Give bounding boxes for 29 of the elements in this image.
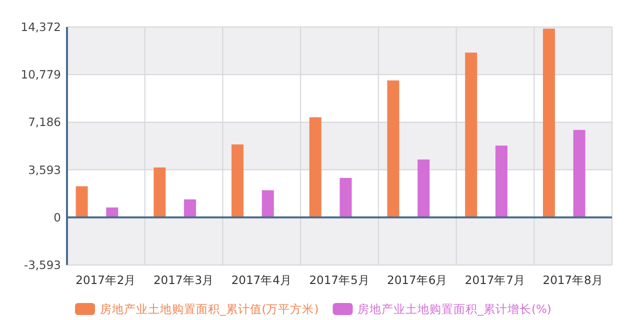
- bar: [184, 199, 196, 218]
- bar: [154, 167, 166, 218]
- x-tick-label: 2017年8月: [542, 273, 604, 287]
- bar: [106, 207, 118, 218]
- x-tick-label: 2017年4月: [231, 273, 292, 287]
- legend-label: 房地产业土地购置面积_累计增长(%): [358, 302, 552, 316]
- bar: [465, 52, 478, 218]
- bar: [340, 178, 352, 218]
- y-tick-label: 3,593: [28, 162, 61, 177]
- bar: [542, 28, 555, 218]
- x-tick-label: 2017年3月: [153, 273, 214, 287]
- x-tick-label: 2017年5月: [309, 273, 370, 287]
- bar: [495, 146, 508, 218]
- bar: [232, 144, 244, 218]
- y-tick-label: 10,779: [20, 68, 61, 82]
- bar: [262, 190, 274, 218]
- x-tick-label: 2017年2月: [76, 273, 136, 287]
- y-tick-label: 7,186: [28, 115, 61, 130]
- bar: [387, 80, 400, 218]
- y-tick-label: 0: [54, 210, 61, 224]
- y-tick-label: 14,372: [20, 20, 61, 34]
- bar: [418, 160, 430, 218]
- bar: [309, 117, 322, 218]
- legend-label: 房地产业土地购置面积_累计值(万平方米): [100, 302, 319, 316]
- y-tick-label: -3,593: [24, 258, 61, 272]
- bar: [573, 130, 586, 218]
- bar: [76, 186, 88, 218]
- x-tick-label: 2017年7月: [464, 273, 526, 287]
- x-tick-label: 2017年6月: [387, 273, 448, 287]
